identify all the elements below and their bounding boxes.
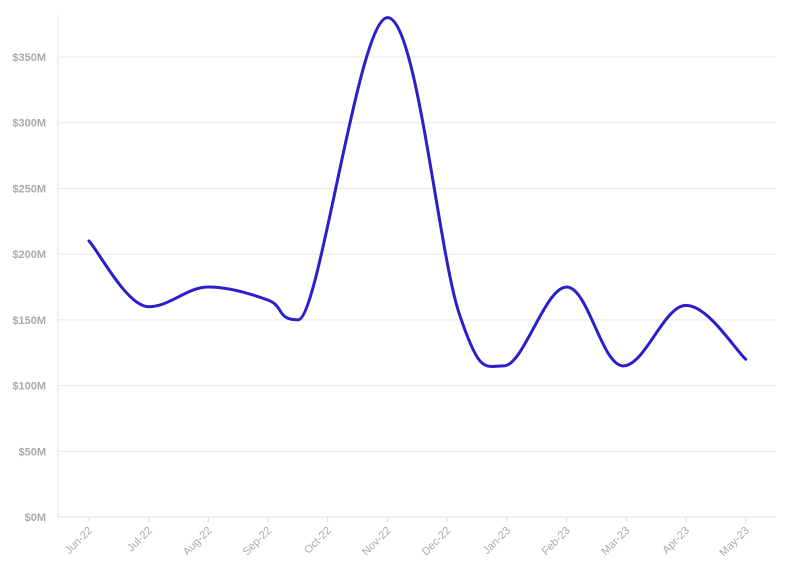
x-tick-label: Nov-22 <box>360 525 394 559</box>
x-tick-label: May-23 <box>717 525 751 559</box>
y-tick-label: $0M <box>25 512 46 524</box>
grid-layer <box>57 15 776 518</box>
x-tick-label: Apr-23 <box>660 525 692 557</box>
series-layer <box>87 16 748 368</box>
y-axis: $0M $50M $100M $150M $200M $250M $300M $350M <box>12 52 46 524</box>
series-line <box>87 16 748 368</box>
y-tick-label: $250M <box>12 183 46 195</box>
y-tick-label: $300M <box>12 118 46 130</box>
x-tick-label: Jun-22 <box>63 525 95 557</box>
x-tick-label: Jan-23 <box>481 525 513 557</box>
x-tick-label: Mar-23 <box>599 525 632 558</box>
x-tick-label: Oct-22 <box>302 525 334 557</box>
y-tick-label: $350M <box>12 52 46 64</box>
x-tick-label: Feb-23 <box>540 525 573 558</box>
x-tick-label: Dec-22 <box>420 525 454 559</box>
x-tick-label: Jul-22 <box>125 525 155 555</box>
x-axis: Jun-22 Jul-22 Aug-22 Sep-22 Oct-22 Nov-22 Dec-… <box>63 517 752 559</box>
y-tick-label: $100M <box>12 381 46 393</box>
y-tick-label: $50M <box>18 446 46 458</box>
y-tick-label: $200M <box>12 249 46 261</box>
x-tick-label: Aug-22 <box>181 525 215 559</box>
x-tick-label: Sep-22 <box>241 525 275 559</box>
y-tick-label: $150M <box>12 315 46 327</box>
